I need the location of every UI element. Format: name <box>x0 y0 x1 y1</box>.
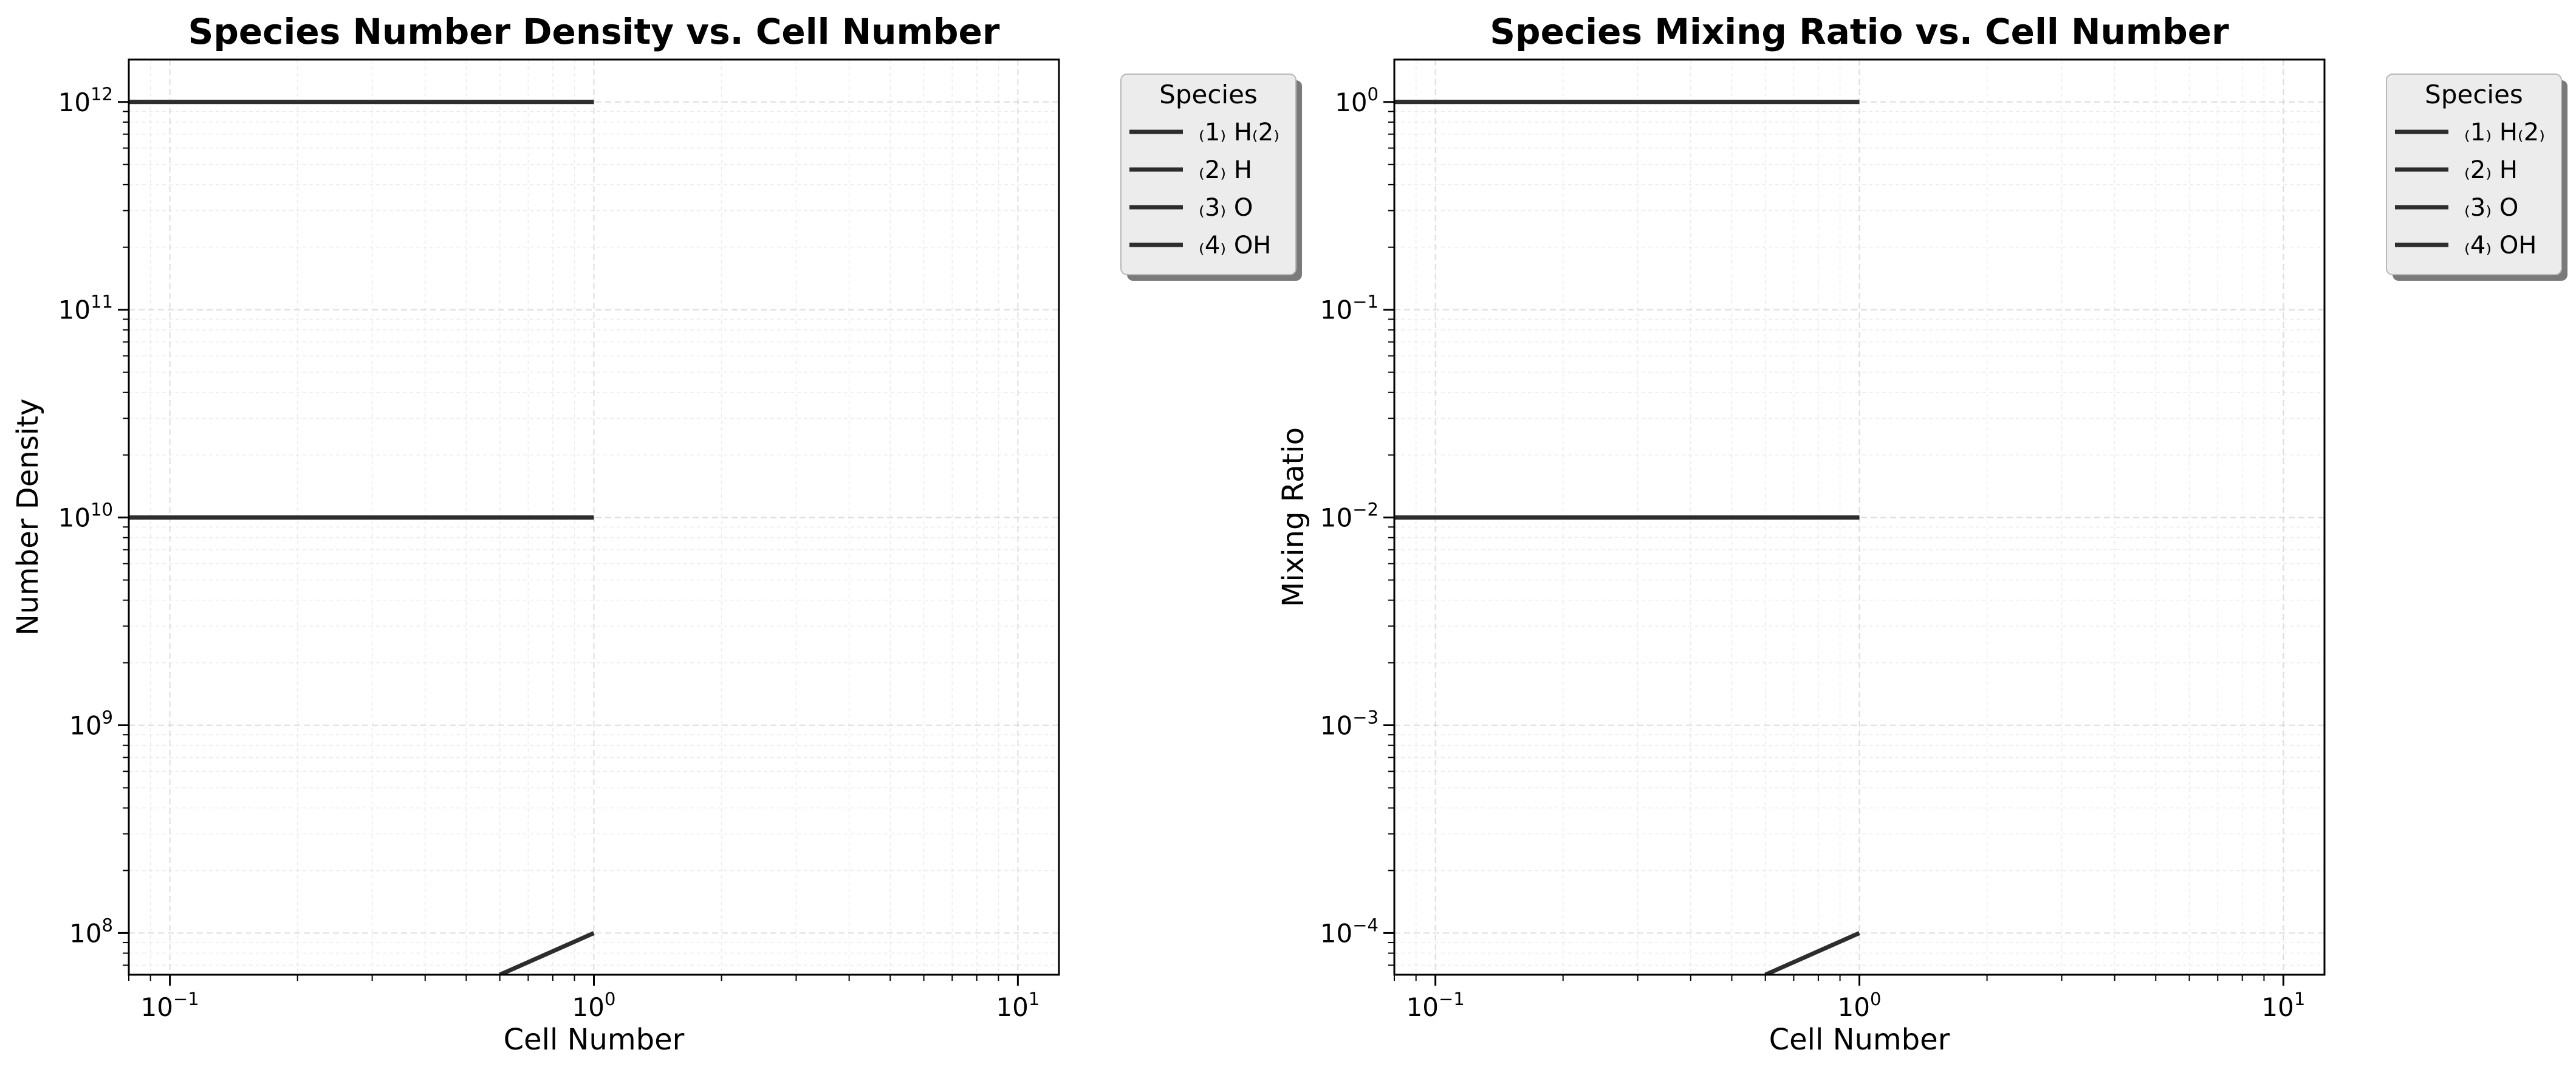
legend: Species ₍1₎ H₍2₎ ₍2₎ H ₍3₎ O ₍4₎ OH <box>2386 74 2567 281</box>
x-tick-label: 100 <box>572 989 616 1022</box>
y-tick-exponent: 11 <box>91 292 113 312</box>
series-line-3 <box>499 931 595 975</box>
y-tick-base: 10 <box>1320 295 1352 325</box>
y-tick-label: 108 <box>69 915 113 948</box>
y-tick-label: 10−2 <box>1320 500 1379 533</box>
y-tick-exponent: −4 <box>1352 915 1379 935</box>
legend: Species ₍1₎ H₍2₎ ₍2₎ H ₍3₎ O ₍4₎ OH <box>1120 74 1302 281</box>
y-tick-label: 1010 <box>58 500 113 533</box>
y-tick-base: 10 <box>69 918 101 948</box>
x-tick-exponent: 0 <box>605 989 615 1009</box>
x-tick-exponent: 1 <box>2294 989 2305 1009</box>
x-axis-label: Cell Number <box>504 1023 685 1057</box>
y-tick-base: 10 <box>58 295 91 325</box>
y-axis-label: Number Density <box>11 399 45 636</box>
y-tick-exponent: −1 <box>1352 292 1379 312</box>
x-tick-base: 10 <box>572 992 605 1022</box>
series-group <box>129 100 595 975</box>
x-tick-base: 10 <box>996 992 1028 1022</box>
x-tick-base: 10 <box>1838 992 1870 1022</box>
y-tick-exponent: 9 <box>102 707 113 727</box>
grid <box>1394 60 2324 975</box>
y-tick-base: 10 <box>1320 503 1352 533</box>
y-tick-base: 10 <box>1320 918 1352 948</box>
y-tick-label: 10−1 <box>1320 292 1379 325</box>
grid <box>128 60 1059 975</box>
x-tick-label: 101 <box>996 989 1040 1022</box>
y-tick-label: 10−4 <box>1320 915 1379 948</box>
legend-entry-label: ₍1₎ H₍2₎ <box>2464 118 2545 146</box>
series-group <box>1394 100 1860 975</box>
legend-title: Species <box>1159 80 1258 109</box>
y-tick-exponent: −2 <box>1352 500 1379 520</box>
legend-entry-label: ₍3₎ O <box>1199 194 1253 222</box>
y-tick-base: 10 <box>1320 710 1352 740</box>
x-axis-label: Cell Number <box>1769 1023 1950 1057</box>
legend-entry-label: ₍2₎ H <box>1199 156 1252 184</box>
x-tick-base: 10 <box>141 992 173 1022</box>
y-tick-label: 1011 <box>58 292 113 325</box>
x-tick-exponent: −1 <box>173 989 199 1009</box>
y-axis-label: Mixing Ratio <box>1276 427 1310 607</box>
legend-box <box>2386 74 2562 275</box>
y-tick-label: 1012 <box>58 84 113 117</box>
x-tick-label: 101 <box>2261 989 2305 1022</box>
legend-entry-label: ₍2₎ H <box>2464 156 2518 184</box>
y-tick-label: 100 <box>1335 84 1379 117</box>
y-tick-exponent: −3 <box>1352 707 1379 727</box>
y-tick-exponent: 10 <box>91 500 113 520</box>
tick-marks <box>1383 101 2284 986</box>
y-tick-exponent: 8 <box>102 915 113 935</box>
y-tick-base: 10 <box>58 503 91 533</box>
y-tick-base: 10 <box>69 710 101 740</box>
legend-entry-label: ₍4₎ OH <box>2464 232 2537 259</box>
y-tick-base: 10 <box>58 88 91 117</box>
x-tick-exponent: 0 <box>1870 989 1881 1009</box>
y-tick-label: 109 <box>69 707 113 740</box>
x-tick-base: 10 <box>1406 992 1439 1022</box>
y-tick-label: 10−3 <box>1320 707 1379 740</box>
legend-box <box>1120 74 1297 275</box>
y-tick-exponent: 0 <box>1368 84 1379 105</box>
legend-entry-label: ₍1₎ H₍2₎ <box>1199 118 1279 146</box>
legend-title: Species <box>2425 80 2523 109</box>
chart-title: Species Mixing Ratio vs. Cell Number <box>1490 11 2229 52</box>
legend-entry-label: ₍3₎ O <box>2464 194 2518 222</box>
x-tick-label: 10−1 <box>141 989 199 1022</box>
x-tick-label: 100 <box>1838 989 1882 1022</box>
y-tick-base: 10 <box>1335 88 1367 117</box>
x-tick-exponent: 1 <box>1029 989 1040 1009</box>
x-tick-label: 10−1 <box>1406 989 1465 1022</box>
x-tick-base: 10 <box>2261 992 2293 1022</box>
tick-marks <box>118 101 1019 986</box>
chart-title: Species Number Density vs. Cell Number <box>188 11 1000 52</box>
y-tick-exponent: 12 <box>91 84 113 105</box>
x-tick-exponent: −1 <box>1439 989 1465 1009</box>
legend-entry-label: ₍4₎ OH <box>1199 232 1271 259</box>
series-line-3 <box>1764 931 1860 975</box>
